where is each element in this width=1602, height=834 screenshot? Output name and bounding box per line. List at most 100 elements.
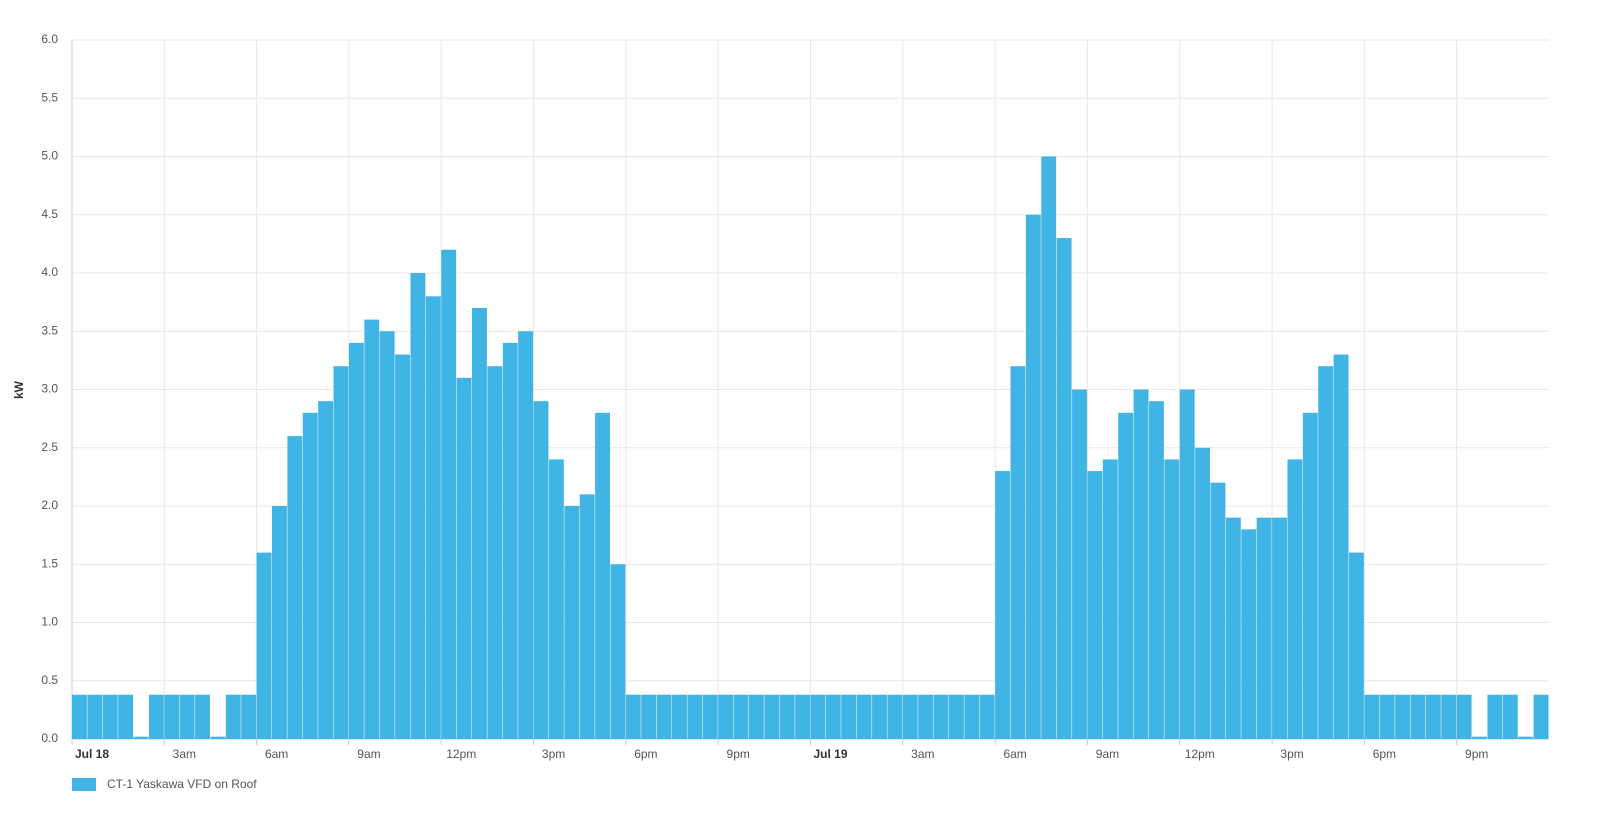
bar xyxy=(1164,459,1180,739)
bar xyxy=(672,694,687,739)
bar xyxy=(918,694,934,739)
bar xyxy=(241,694,257,739)
y-tick-label: 1.0 xyxy=(41,615,58,629)
bar xyxy=(410,273,426,739)
x-tick-label: 6pm xyxy=(634,747,657,761)
x-tick-label: 12pm xyxy=(1185,747,1215,761)
bar xyxy=(118,694,134,739)
bar xyxy=(395,354,410,739)
bar xyxy=(1133,389,1149,739)
bar xyxy=(1041,156,1057,739)
bar xyxy=(1456,694,1472,739)
bar xyxy=(256,552,272,739)
bar xyxy=(702,694,718,739)
bar xyxy=(995,471,1011,739)
bar xyxy=(364,319,380,739)
x-tick-label: 3am xyxy=(911,747,934,761)
bar xyxy=(502,342,518,739)
bar xyxy=(348,342,364,739)
x-tick-label: 6am xyxy=(1003,747,1026,761)
bar xyxy=(533,401,549,739)
x-tick-label: Jul 18 xyxy=(75,747,109,761)
bar xyxy=(210,736,226,739)
bar xyxy=(1272,517,1287,739)
bar xyxy=(102,694,118,739)
bar xyxy=(1502,694,1518,739)
bar xyxy=(564,506,580,739)
bar xyxy=(1118,412,1134,739)
bar xyxy=(641,694,657,739)
bar xyxy=(964,694,980,739)
bar xyxy=(287,436,303,739)
bar xyxy=(902,694,918,739)
y-tick-label: 4.0 xyxy=(41,265,58,279)
bar xyxy=(1010,366,1026,739)
y-tick-label: 4.5 xyxy=(41,207,58,221)
bar xyxy=(1025,214,1041,739)
bar xyxy=(825,694,841,739)
bar xyxy=(887,694,903,739)
bar xyxy=(1425,694,1441,739)
bar xyxy=(841,694,857,739)
bar xyxy=(1379,694,1395,739)
bar xyxy=(1210,482,1226,739)
bar xyxy=(472,307,487,739)
y-tick-label: 0.5 xyxy=(41,673,58,687)
bar xyxy=(1410,694,1426,739)
legend-label: CT-1 Yaskawa VFD on Roof xyxy=(107,777,257,791)
bar xyxy=(748,694,764,739)
bar xyxy=(610,564,626,739)
bar xyxy=(579,494,595,739)
x-tick-label: Jul 19 xyxy=(813,747,847,761)
y-tick-label: 2.0 xyxy=(41,498,58,512)
bar xyxy=(1179,389,1195,739)
bar xyxy=(595,412,610,739)
x-tick-label: 3am xyxy=(173,747,196,761)
bar xyxy=(1395,694,1411,739)
bar xyxy=(933,694,949,739)
bar xyxy=(1518,736,1534,739)
bar xyxy=(656,694,672,739)
bar xyxy=(625,694,641,739)
bar xyxy=(979,694,995,739)
bar xyxy=(872,694,887,739)
bar xyxy=(195,694,210,739)
y-tick-label: 0.0 xyxy=(41,731,58,745)
bar xyxy=(456,377,472,739)
y-tick-label: 5.5 xyxy=(41,90,58,104)
bar xyxy=(948,694,964,739)
y-tick-label: 5.0 xyxy=(41,149,58,163)
bar xyxy=(1102,459,1118,739)
bar xyxy=(179,694,195,739)
bar xyxy=(764,694,780,739)
bar xyxy=(1148,401,1164,739)
y-tick-label: 2.5 xyxy=(41,440,58,454)
y-tick-label: 1.5 xyxy=(41,556,58,570)
x-tick-label: 6pm xyxy=(1373,747,1396,761)
x-tick-label: 9am xyxy=(1096,747,1119,761)
bar xyxy=(1241,529,1257,739)
bar xyxy=(425,296,441,739)
bar xyxy=(302,412,318,739)
bar xyxy=(1195,447,1211,739)
x-tick-label: 12pm xyxy=(446,747,476,761)
bar xyxy=(1441,694,1457,739)
bar xyxy=(379,331,395,739)
bar xyxy=(164,694,180,739)
x-tick-label: 3pm xyxy=(1280,747,1303,761)
bar xyxy=(1348,552,1364,739)
bar xyxy=(487,366,503,739)
bar xyxy=(1287,459,1303,739)
bar xyxy=(1333,354,1349,739)
bar xyxy=(318,401,334,739)
bar xyxy=(225,694,241,739)
y-tick-label: 3.0 xyxy=(41,382,58,396)
bar xyxy=(1364,694,1380,739)
bar xyxy=(72,694,87,739)
bar xyxy=(1533,694,1549,739)
y-tick-label: 6.0 xyxy=(41,32,58,46)
bar xyxy=(856,694,872,739)
bar xyxy=(518,331,534,739)
